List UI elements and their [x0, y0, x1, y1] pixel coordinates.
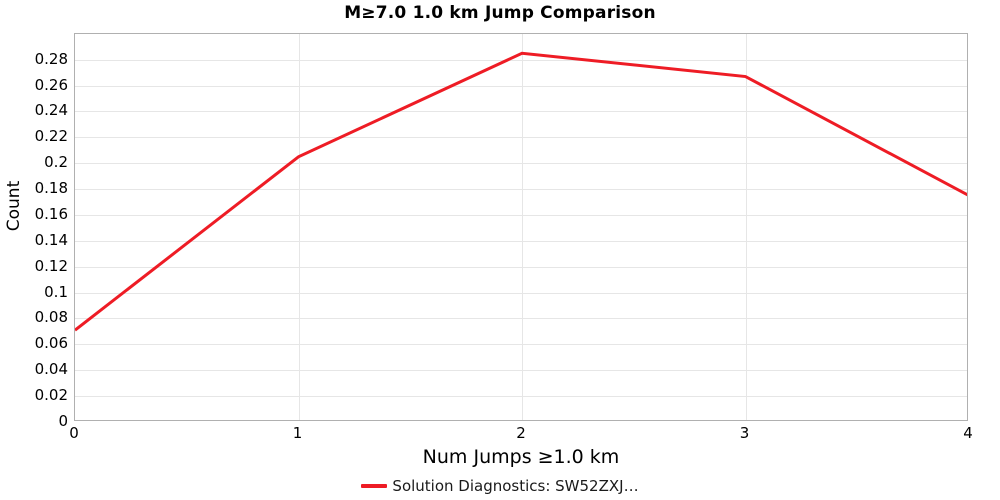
y-axis-tick-label: 0.06 [34, 334, 68, 352]
gridline-horizontal [75, 111, 967, 112]
gridline-horizontal [75, 318, 967, 319]
gridline-horizontal [75, 293, 967, 294]
y-axis-tick-label: 0.02 [34, 386, 68, 404]
gridline-horizontal [75, 215, 967, 216]
y-axis-tick-label: 0.24 [34, 101, 68, 119]
gridline-horizontal [75, 60, 967, 61]
gridline-horizontal [75, 86, 967, 87]
gridline-horizontal [75, 370, 967, 371]
x-axis-tick-label: 3 [739, 424, 750, 442]
legend-line-swatch-icon [361, 484, 388, 488]
x-axis-tick-label: 0 [69, 424, 79, 442]
x-axis-tick-labels: 0 1 2 3 4 [0, 424, 1000, 444]
chart-title: M≥7.0 1.0 km Jump Comparison [344, 3, 656, 23]
x-axis-tick-label: 2 [516, 424, 526, 442]
y-axis-tick-label: 0.16 [34, 205, 68, 223]
gridline-vertical [299, 34, 300, 420]
y-axis-tick-label: 0.08 [34, 308, 68, 326]
y-axis-tick-label: 0.12 [34, 257, 68, 275]
legend-entry[interactable]: Solution Diagnostics: SW52ZXJ… [361, 477, 639, 495]
y-axis-tick-label: 0.26 [34, 76, 68, 94]
x-axis-tick-label: 1 [292, 424, 303, 442]
y-axis-tick-label: 0.28 [34, 50, 68, 68]
x-axis-tick-label: 4 [963, 424, 973, 442]
y-axis-tick-labels: 0 0.02 0.04 0.06 0.08 0.1 0.12 0.14 0.16 0.18 0.2 0… [0, 33, 68, 429]
gridline-vertical [746, 34, 747, 420]
y-axis-tick-label: 0.04 [34, 360, 68, 378]
chart-legend: Solution Diagnostics: SW52ZXJ… [0, 477, 1000, 495]
series-line [75, 51, 967, 332]
legend-label: Solution Diagnostics: SW52ZXJ… [392, 477, 639, 495]
y-axis-tick-label: 0.2 [44, 153, 68, 171]
series-line-layer [75, 51, 967, 332]
gridline-horizontal [75, 344, 967, 345]
gridline-vertical [522, 34, 523, 420]
plot-area [74, 33, 968, 421]
y-axis-tick-label: 0.18 [34, 179, 68, 197]
gridline-horizontal [75, 163, 967, 164]
y-axis-tick-label: 0 [58, 412, 68, 430]
gridline-horizontal [75, 396, 967, 397]
gridline-horizontal [75, 241, 967, 242]
y-axis-tick-label: 0.14 [34, 231, 68, 249]
gridline-horizontal [75, 267, 967, 268]
y-axis-tick-label: 0.22 [34, 127, 68, 145]
gridline-horizontal [75, 137, 967, 138]
x-axis-title: Num Jumps ≥1.0 km [422, 446, 620, 468]
y-axis-tick-label: 0.1 [44, 283, 68, 301]
gridline-horizontal [75, 189, 967, 190]
